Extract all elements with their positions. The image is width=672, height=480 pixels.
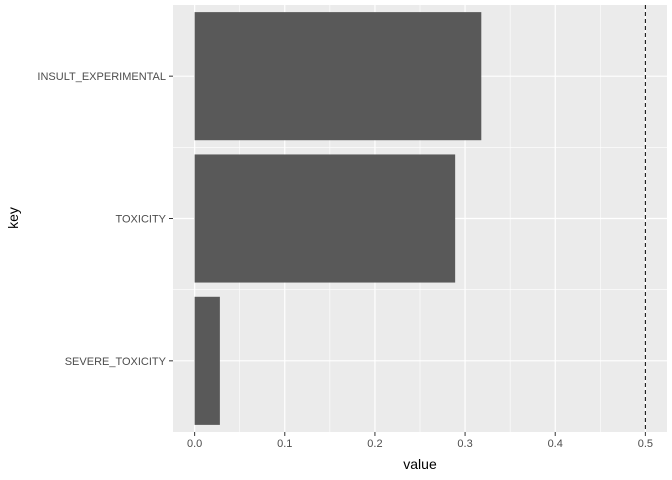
x-tick-label: 0.3 — [457, 438, 472, 450]
x-tick-label: 0.0 — [187, 438, 202, 450]
y-axis-title: key — [5, 207, 21, 229]
x-tick-label: 0.1 — [277, 438, 292, 450]
x-tick-label: 0.4 — [548, 438, 563, 450]
bar — [194, 296, 220, 425]
y-tick-label: SEVERE_TOXICITY — [65, 356, 167, 368]
bars — [194, 12, 482, 425]
bar — [194, 154, 456, 283]
x-tick-label: 0.5 — [638, 438, 653, 450]
y-axis: INSULT_EXPERIMENTAL TOXICITY SEVERE_TOXICI… — [37, 71, 173, 368]
bar — [194, 12, 482, 141]
x-axis-title: value — [403, 456, 437, 472]
x-tick-label: 0.2 — [367, 438, 382, 450]
x-axis: 0.0 0.1 0.2 0.3 0.4 0.5 — [187, 432, 653, 450]
y-tick-label: INSULT_EXPERIMENTAL — [37, 71, 166, 83]
y-tick-label: TOXICITY — [115, 214, 166, 226]
